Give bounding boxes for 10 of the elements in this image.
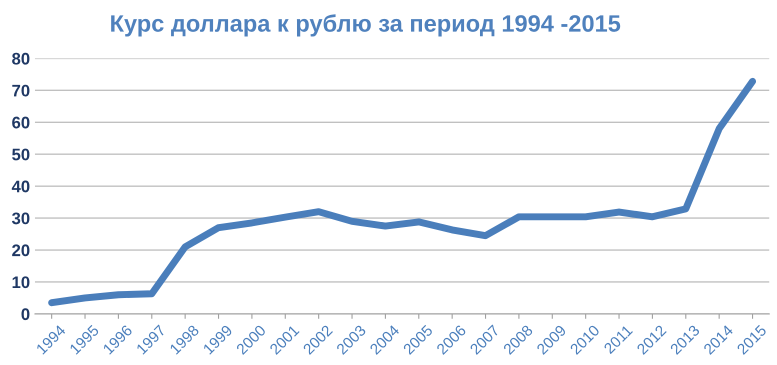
y-tick-label: 20 xyxy=(12,244,30,256)
y-tick-label: 10 xyxy=(12,276,30,288)
y-tick-label: 70 xyxy=(12,84,30,97)
chart-title: Курс доллара к рублю за период 1994 -2015 xyxy=(111,14,620,36)
y-tick-label: 60 xyxy=(12,116,30,128)
y-tick-label: 80 xyxy=(12,52,30,65)
y-tick-label: 30 xyxy=(12,212,30,224)
y-tick-label: 40 xyxy=(12,180,30,192)
y-tick-label: 0 xyxy=(21,308,30,320)
y-tick-label: 50 xyxy=(12,148,30,160)
